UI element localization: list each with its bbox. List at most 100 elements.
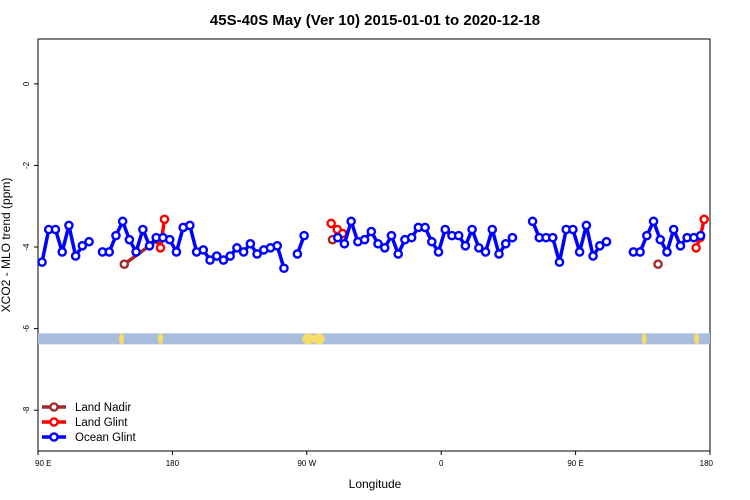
- data-point: [299, 230, 309, 241]
- y-axis-label: XCO2 - MLO trend (ppm): [0, 178, 13, 313]
- data-point: [695, 230, 706, 241]
- data-point: [245, 238, 256, 249]
- data-point: [547, 232, 558, 243]
- land-patch: [312, 333, 325, 345]
- legend-marker: [49, 402, 59, 412]
- ocean-strip: [38, 333, 710, 345]
- data-point: [171, 247, 182, 257]
- data-point: [588, 251, 598, 261]
- series-segment: [67, 223, 78, 258]
- data-point: [460, 241, 471, 251]
- data-point: [104, 247, 115, 257]
- legend-label: Land Nadir: [75, 402, 131, 414]
- y-tick-label: -8: [22, 406, 31, 414]
- data-point: [426, 236, 437, 247]
- data-point: [487, 224, 498, 235]
- data-point: [164, 234, 175, 245]
- legend: Land Nadir Land Glint Ocean Glint: [42, 402, 137, 444]
- data-point: [653, 259, 663, 269]
- data-point: [144, 241, 155, 251]
- data-point: [218, 255, 229, 265]
- data-point: [494, 249, 504, 259]
- data-point: [225, 251, 235, 261]
- data-point: [480, 247, 491, 257]
- data-point: [185, 220, 195, 231]
- land-patch: [119, 333, 125, 345]
- data-point: [138, 224, 148, 235]
- data-point: [70, 251, 81, 261]
- data-point: [198, 245, 209, 255]
- y-tick-label: -4: [22, 243, 31, 251]
- data-point: [453, 230, 464, 241]
- data-point: [440, 224, 451, 235]
- data-point: [326, 218, 336, 229]
- data-point: [581, 220, 592, 231]
- y-tick-label: -2: [22, 161, 31, 169]
- data-point: [642, 230, 652, 241]
- land-patch: [302, 333, 315, 345]
- data-point: [594, 241, 605, 251]
- y-tick-label: -6: [22, 325, 31, 333]
- x-tick-label: 180: [700, 459, 714, 468]
- data-point: [500, 238, 511, 249]
- data-point: [111, 230, 121, 241]
- data-point: [668, 224, 679, 235]
- data-point: [420, 222, 430, 233]
- legend-label: Land Glint: [75, 417, 128, 429]
- data-point: [379, 243, 390, 253]
- data-point: [57, 247, 67, 257]
- data-point: [64, 220, 74, 231]
- x-axis-label: Longitude: [349, 477, 402, 491]
- x-tick-label: 0: [439, 459, 444, 468]
- x-axis: 90 E 180 90 W 0 90 E 180: [35, 451, 714, 468]
- land-patch: [694, 333, 700, 345]
- data-point: [662, 247, 672, 257]
- data-point: [635, 247, 645, 257]
- series-layer: [37, 214, 709, 274]
- x-tick-label: 90 W: [297, 459, 316, 468]
- data-point: [601, 236, 612, 247]
- data-point: [406, 232, 417, 243]
- data-point: [292, 249, 303, 259]
- data-point: [119, 259, 130, 269]
- data-point: [691, 243, 701, 253]
- data-point: [527, 216, 538, 227]
- x-tick-label: 90 E: [35, 459, 51, 468]
- data-point: [124, 234, 135, 245]
- land-patch: [157, 333, 163, 345]
- series-ocean-glint: [37, 216, 706, 274]
- y-tick-label: 0: [22, 81, 31, 86]
- data-point: [568, 224, 578, 235]
- data-point: [648, 216, 659, 227]
- legend-item: Land Nadir: [42, 402, 131, 414]
- data-point: [675, 241, 686, 251]
- data-point: [339, 238, 350, 249]
- series-segment: [584, 223, 595, 258]
- data-point: [359, 234, 370, 245]
- data-point: [574, 247, 585, 257]
- data-point: [159, 214, 170, 225]
- data-point: [272, 241, 283, 251]
- data-point: [155, 243, 166, 253]
- data-point: [332, 232, 343, 243]
- x-tick-label: 180: [166, 459, 180, 468]
- legend-item: Ocean Glint: [42, 432, 137, 444]
- data-point: [386, 230, 397, 241]
- data-point: [205, 255, 215, 265]
- data-point: [279, 263, 289, 274]
- data-point: [84, 236, 94, 247]
- data-point: [238, 247, 249, 257]
- data-point: [699, 214, 709, 225]
- data-point: [211, 251, 222, 261]
- data-point: [346, 216, 356, 227]
- series-segment: [40, 227, 51, 264]
- data-point: [37, 257, 47, 267]
- data-point: [474, 243, 484, 253]
- data-point: [77, 241, 88, 251]
- data-point: [373, 238, 383, 249]
- data-point: [467, 224, 477, 235]
- data-point: [252, 249, 262, 259]
- legend-marker: [49, 432, 59, 442]
- data-point: [117, 216, 128, 227]
- y-axis: 0 -2 -4 -6 -8: [22, 81, 38, 414]
